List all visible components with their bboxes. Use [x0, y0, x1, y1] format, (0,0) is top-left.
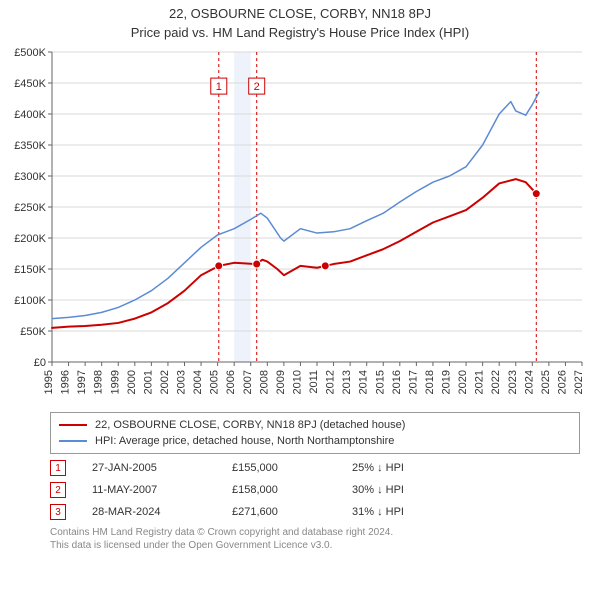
legend-row: 22, OSBOURNE CLOSE, CORBY, NN18 8PJ (det… — [59, 417, 571, 433]
svg-text:2026: 2026 — [556, 370, 568, 394]
svg-text:2015: 2015 — [374, 370, 386, 394]
legend-box: 22, OSBOURNE CLOSE, CORBY, NN18 8PJ (det… — [50, 412, 580, 454]
svg-text:2014: 2014 — [358, 370, 370, 394]
svg-text:2020: 2020 — [457, 370, 469, 394]
svg-text:2005: 2005 — [209, 370, 221, 394]
event-price: £155,000 — [232, 462, 352, 474]
legend-label: 22, OSBOURNE CLOSE, CORBY, NN18 8PJ (det… — [95, 417, 405, 433]
svg-text:2002: 2002 — [159, 370, 171, 394]
svg-text:1: 1 — [216, 81, 222, 93]
svg-text:£500K: £500K — [14, 47, 46, 59]
legend-label: HPI: Average price, detached house, Nort… — [95, 433, 394, 449]
event-marker: 2 — [50, 482, 66, 498]
legend-swatch — [59, 440, 87, 442]
svg-text:£200K: £200K — [14, 233, 46, 245]
footer-line1: Contains HM Land Registry data © Crown c… — [50, 526, 580, 539]
event-pct: 31% ↓ HPI — [352, 506, 472, 518]
svg-text:2009: 2009 — [275, 370, 287, 394]
line-chart-svg: £0 £50K £100K £150K £200K £250K £300K £350K £400… — [0, 46, 600, 406]
svg-text:2021: 2021 — [474, 370, 486, 394]
svg-text:2012: 2012 — [325, 370, 337, 394]
svg-text:£50K: £50K — [20, 326, 46, 338]
event-marker: 3 — [50, 504, 66, 520]
event-marker: 1 — [50, 460, 66, 476]
event-pct: 30% ↓ HPI — [352, 484, 472, 496]
svg-text:£0: £0 — [34, 357, 46, 369]
svg-text:2016: 2016 — [391, 370, 403, 394]
svg-text:2023: 2023 — [507, 370, 519, 394]
svg-text:2017: 2017 — [407, 370, 419, 394]
chart-title-address: 22, OSBOURNE CLOSE, CORBY, NN18 8PJ — [0, 6, 600, 21]
svg-text:£400K: £400K — [14, 109, 46, 121]
event-row: 3 28-MAR-2024£271,60031% ↓ HPI — [50, 504, 580, 520]
svg-text:1995: 1995 — [43, 370, 55, 394]
svg-text:£450K: £450K — [14, 78, 46, 90]
svg-text:2006: 2006 — [225, 370, 237, 394]
svg-text:2024: 2024 — [523, 370, 535, 394]
svg-text:2001: 2001 — [142, 370, 154, 394]
event-price: £158,000 — [232, 484, 352, 496]
svg-text:2007: 2007 — [242, 370, 254, 394]
svg-text:2008: 2008 — [258, 370, 270, 394]
event-pct: 25% ↓ HPI — [352, 462, 472, 474]
event-date: 11-MAY-2007 — [92, 484, 232, 496]
svg-text:2027: 2027 — [573, 370, 585, 394]
event-row: 1 27-JAN-2005£155,00025% ↓ HPI — [50, 460, 580, 476]
svg-text:2004: 2004 — [192, 370, 204, 394]
svg-text:£250K: £250K — [14, 202, 46, 214]
svg-text:2022: 2022 — [490, 370, 502, 394]
event-row: 2 11-MAY-2007£158,00030% ↓ HPI — [50, 482, 580, 498]
events-table: 1 27-JAN-2005£155,00025% ↓ HPI 2 11-MAY-200… — [50, 460, 580, 520]
svg-text:£100K: £100K — [14, 295, 46, 307]
svg-text:£150K: £150K — [14, 264, 46, 276]
event-date: 27-JAN-2005 — [92, 462, 232, 474]
svg-text:2019: 2019 — [441, 370, 453, 394]
svg-text:1999: 1999 — [109, 370, 121, 394]
svg-text:2010: 2010 — [291, 370, 303, 394]
svg-text:2003: 2003 — [176, 370, 188, 394]
svg-text:1998: 1998 — [93, 370, 105, 394]
event-date: 28-MAR-2024 — [92, 506, 232, 518]
legend-swatch — [59, 424, 87, 426]
svg-text:£300K: £300K — [14, 171, 46, 183]
svg-text:2011: 2011 — [308, 370, 320, 394]
svg-text:£350K: £350K — [14, 140, 46, 152]
svg-text:2018: 2018 — [424, 370, 436, 394]
svg-text:2013: 2013 — [341, 370, 353, 394]
svg-text:1997: 1997 — [76, 370, 88, 394]
chart-area: £0 £50K £100K £150K £200K £250K £300K £350K £400… — [0, 46, 600, 406]
svg-text:2025: 2025 — [540, 370, 552, 394]
legend-row: HPI: Average price, detached house, Nort… — [59, 433, 571, 449]
svg-text:2000: 2000 — [126, 370, 138, 394]
event-price: £271,600 — [232, 506, 352, 518]
chart-title-sub: Price paid vs. HM Land Registry's House … — [0, 25, 600, 40]
footer-attribution: Contains HM Land Registry data © Crown c… — [50, 526, 580, 552]
footer-line2: This data is licensed under the Open Gov… — [50, 539, 580, 552]
svg-text:2: 2 — [254, 81, 260, 93]
svg-text:1996: 1996 — [60, 370, 72, 394]
